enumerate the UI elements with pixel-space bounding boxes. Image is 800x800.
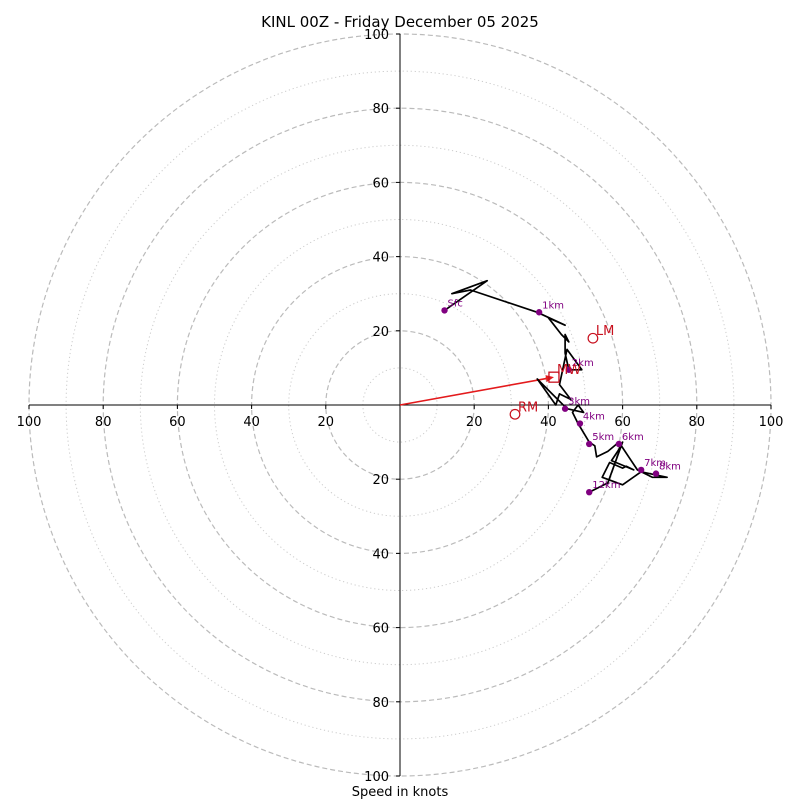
height-point-2km [565, 366, 573, 373]
height-point-Sfc [441, 307, 448, 314]
mean-wind-arrow-shaft [399, 377, 547, 406]
x-tick-label: 40 [540, 415, 557, 430]
height-label-Sfc: Sfc [448, 298, 463, 309]
storm-motion-markers: RM LM MW [509, 324, 614, 420]
y-tick-label: 100 [364, 770, 389, 785]
y-tick-label: 80 [372, 102, 389, 117]
rm-marker [509, 408, 521, 420]
height-point-8km [652, 470, 660, 477]
x-tick-label: 80 [95, 415, 112, 430]
x-tick-label: 60 [169, 415, 186, 430]
y-tick-label: 60 [372, 622, 389, 637]
y-tick-label: 60 [372, 176, 389, 191]
mean-wind-arrow [399, 375, 554, 406]
x-tick-label: 20 [318, 415, 335, 430]
mw-label: MW [557, 363, 581, 378]
y-tick-label: 40 [372, 547, 389, 562]
y-tick-label: 20 [372, 325, 389, 340]
x-axis-label: Speed in knots [352, 785, 449, 800]
x-tick-label: 40 [243, 415, 260, 430]
x-tick-label: 80 [689, 415, 706, 430]
y-tick-label: 20 [372, 473, 389, 488]
hodograph-trace-line [444, 279, 668, 493]
height-label-4km: 4km [583, 412, 605, 423]
height-point-3km [561, 405, 569, 412]
tick-labels: 100 80 60 40 20 20 40 60 80 100 100 80 60 40 20 20 40 60 8… [17, 28, 784, 785]
rm-label: RM [518, 400, 538, 415]
hodograph-trace [444, 279, 668, 493]
y-tick-label: 40 [372, 251, 389, 266]
y-tick-label: 80 [372, 696, 389, 711]
height-label-12km: 12km [592, 480, 620, 491]
y-tick-label: 100 [364, 28, 389, 43]
mean-wind-arrow-head [545, 375, 554, 383]
height-label-1km: 1km [542, 300, 564, 311]
x-tick-label: 20 [466, 415, 483, 430]
height-label-5km: 5km [592, 432, 614, 443]
height-point-7km [637, 466, 645, 474]
x-tick-label: 100 [17, 415, 42, 430]
mw-marker [548, 371, 560, 383]
height-point-4km [576, 420, 584, 427]
lm-label: LM [596, 324, 614, 339]
height-label-2km: 2km [572, 358, 594, 369]
height-point-1km [535, 309, 543, 316]
x-tick-label: 100 [759, 415, 784, 430]
height-point-6km [615, 440, 623, 448]
x-tick-label: 60 [614, 415, 631, 430]
height-point-5km [586, 440, 593, 448]
chart-title: KINL 00Z - Friday December 05 2025 [261, 13, 539, 31]
height-label-7km: 7km [644, 458, 666, 469]
height-label-3km: 3km [568, 397, 590, 408]
lm-marker [587, 332, 599, 344]
height-point-12km [586, 488, 593, 496]
height-label-8km: 8km [659, 462, 681, 473]
height-label-6km: 6km [622, 432, 644, 443]
